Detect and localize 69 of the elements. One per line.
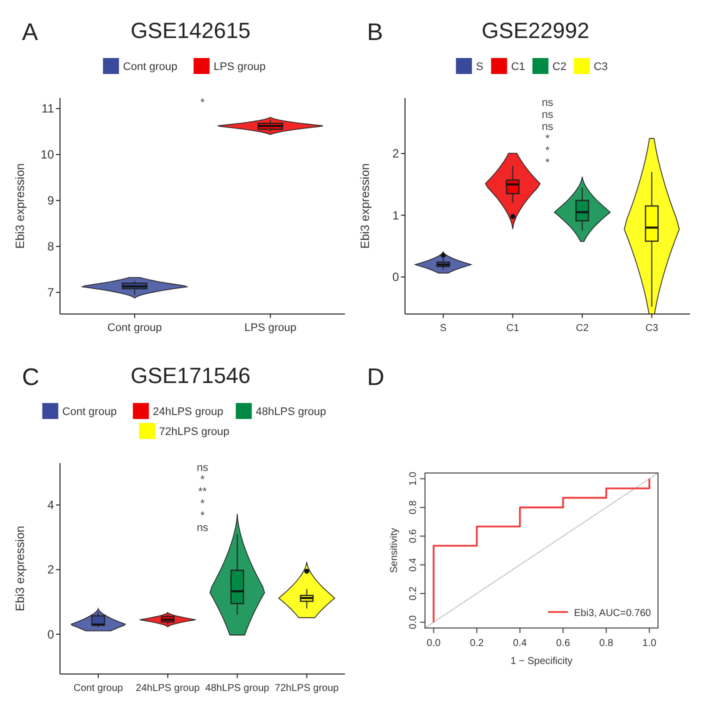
x-tick-label: 0.2	[470, 638, 484, 649]
y-tick-label: 1	[392, 208, 400, 222]
y-tick-label: 0.6	[408, 528, 419, 544]
x-tick-label: C2	[576, 323, 590, 334]
y-tick-label: 0.8	[408, 500, 419, 514]
x-tick-label: 1.0	[642, 638, 657, 649]
annotation: ns	[542, 109, 554, 121]
x-axis-title: 1 − Specificity	[510, 656, 572, 667]
legend-label: 48hLPS group	[256, 406, 326, 418]
y-axis-title: Ebi3 expression	[13, 526, 27, 612]
legend-label: 72hLPS group	[159, 426, 230, 438]
y-tick-label: 2	[392, 146, 400, 161]
y-tick-label: 0	[47, 627, 54, 642]
annotation: *	[545, 157, 550, 169]
annotation: ns	[542, 97, 554, 109]
x-tick-label: 0.6	[556, 638, 570, 649]
x-tick-label: 0.0	[426, 638, 442, 649]
x-tick-label: Cont group	[73, 683, 124, 694]
y-tick-label: 2	[47, 562, 54, 577]
x-tick-label: 0.8	[599, 638, 614, 649]
legend-label: Ebi3, AUC=0.760	[574, 608, 652, 619]
y-tick-label: 0	[392, 270, 400, 284]
annotation: *	[545, 133, 550, 145]
legend-label: C3	[594, 61, 608, 73]
annotation: *	[200, 474, 206, 486]
annotation: *	[200, 510, 206, 522]
y-tick-label: 0.0	[408, 614, 419, 630]
y-axis-title: Sensitivity	[389, 528, 400, 574]
annotation: ns	[196, 462, 209, 474]
legend-label: S	[476, 61, 484, 73]
legend-label: C1	[511, 61, 526, 73]
y-tick-label: 7	[47, 285, 54, 300]
x-tick-label: LPS group	[244, 322, 296, 334]
annotation: *	[200, 498, 206, 510]
y-axis-title: Ebi3 expression	[13, 163, 27, 249]
text: A	[22, 19, 38, 46]
y-tick-label: 0.2	[408, 586, 419, 601]
x-tick-label: Cont group	[107, 322, 162, 334]
y-tick-label: 10	[40, 148, 54, 162]
x-tick-label: C1	[506, 323, 520, 334]
text: C	[22, 364, 40, 391]
annotation: ns	[196, 522, 209, 534]
y-tick-label: 1.0	[408, 471, 419, 486]
y-axis-title: Ebi3 expression	[358, 163, 372, 249]
y-tick-label: 9	[47, 193, 54, 208]
y-tick-label: 8	[47, 239, 54, 254]
x-tick-label: 48hLPS group	[205, 683, 270, 694]
chart-title: GSE22992	[482, 18, 590, 43]
legend-label: C2	[552, 61, 566, 73]
legend-label: 24hLPS group	[152, 406, 224, 418]
x-tick-label: 0.4	[512, 638, 528, 649]
text: D	[367, 364, 384, 391]
x-tick-label: C3	[645, 323, 659, 334]
x-tick-label: 24hLPS group	[136, 683, 200, 694]
text: B	[367, 19, 384, 46]
y-tick-label: 0.4	[408, 557, 419, 572]
legend-label: Cont group	[62, 406, 117, 418]
y-tick-label: 11	[42, 102, 54, 116]
annotation: *	[545, 145, 550, 157]
legend-label: LPS group	[214, 61, 266, 73]
annotation: ns	[542, 121, 554, 133]
x-tick-label: S	[440, 323, 447, 334]
legend-label: Cont group	[122, 61, 178, 73]
annotation: *	[200, 97, 206, 109]
x-tick-label: 72hLPS group	[274, 683, 340, 694]
annotation: **	[198, 486, 208, 498]
y-tick-label: 4	[47, 498, 54, 512]
chart-title: GSE142615	[130, 18, 250, 43]
chart-title: GSE171546	[130, 363, 250, 388]
